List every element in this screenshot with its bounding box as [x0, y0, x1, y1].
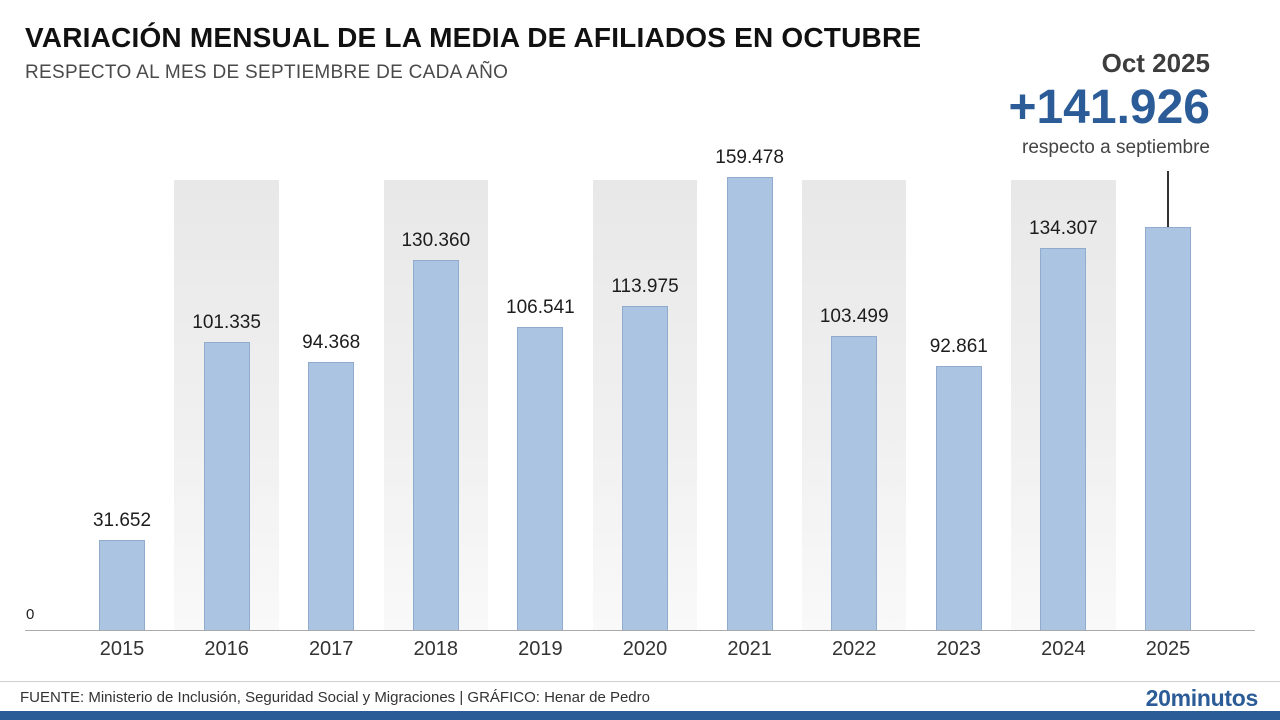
bar-2022 — [831, 336, 878, 630]
bar-value-label-2020: 113.975 — [611, 276, 679, 297]
x-tick-label-2023: 2023 — [936, 638, 982, 660]
bar-value-label-2017: 94.368 — [302, 332, 361, 353]
bar-2021 — [726, 177, 773, 630]
highlight-caption: respecto a septiembre — [1022, 137, 1210, 159]
bar-2015 — [99, 540, 145, 630]
bar-value-label-2018: 130.360 — [401, 230, 471, 251]
callout-line — [1167, 171, 1169, 228]
bar-value-label-2016: 101.335 — [192, 312, 261, 333]
x-tick-label-2025: 2025 — [1145, 638, 1191, 660]
bar-value-label-2015: 31.652 — [92, 510, 152, 531]
x-tick-label-2024: 2024 — [1041, 638, 1086, 660]
brand-logo: 20minutos — [1145, 685, 1259, 711]
bar-2024 — [1040, 248, 1087, 630]
bar-value-label-2019: 106.541 — [506, 297, 575, 318]
x-tick-label-2015: 2015 — [99, 638, 145, 660]
bar-2018 — [412, 260, 459, 630]
highlight-block: Oct 2025 +141.926 respecto a septiembre — [790, 48, 1210, 159]
bar-value-label-2021: 159.478 — [715, 147, 784, 168]
page-subtitle: RESPECTO AL MES DE SEPTIEMBRE DE CADA AÑ… — [25, 62, 509, 83]
bar-value-label-2022: 103.499 — [819, 306, 889, 327]
x-axis-baseline — [25, 630, 1255, 631]
footer-divider — [0, 681, 1280, 682]
bar-2023 — [935, 366, 982, 630]
bar-2016 — [203, 342, 250, 630]
bar-2020 — [622, 306, 668, 630]
x-tick-label-2020: 2020 — [622, 638, 668, 660]
x-tick-label-2018: 2018 — [413, 638, 459, 660]
highlight-value: +141.926 — [1008, 81, 1210, 134]
bar-value-label-2024: 134.307 — [1029, 218, 1098, 239]
highlight-period: Oct 2025 — [1101, 48, 1210, 78]
bar-value-label-2023: 92.861 — [929, 336, 988, 357]
bar-2025 — [1145, 227, 1191, 630]
x-tick-label-2019: 2019 — [518, 638, 563, 660]
y-axis-zero-label: 0 — [26, 606, 35, 623]
bar-2017 — [308, 362, 355, 630]
x-tick-label-2022: 2022 — [831, 638, 877, 660]
bar-2019 — [517, 327, 564, 630]
x-tick-label-2016: 2016 — [204, 638, 249, 660]
x-tick-label-2017: 2017 — [308, 638, 354, 660]
x-tick-label-2021: 2021 — [727, 638, 772, 660]
source-credit: FUENTE: Ministerio de Inclusión, Segurid… — [20, 689, 650, 706]
bottom-accent-strip — [0, 711, 1280, 720]
page-title: VARIACIÓN MENSUAL DE LA MEDIA DE AFILIAD… — [25, 22, 922, 53]
